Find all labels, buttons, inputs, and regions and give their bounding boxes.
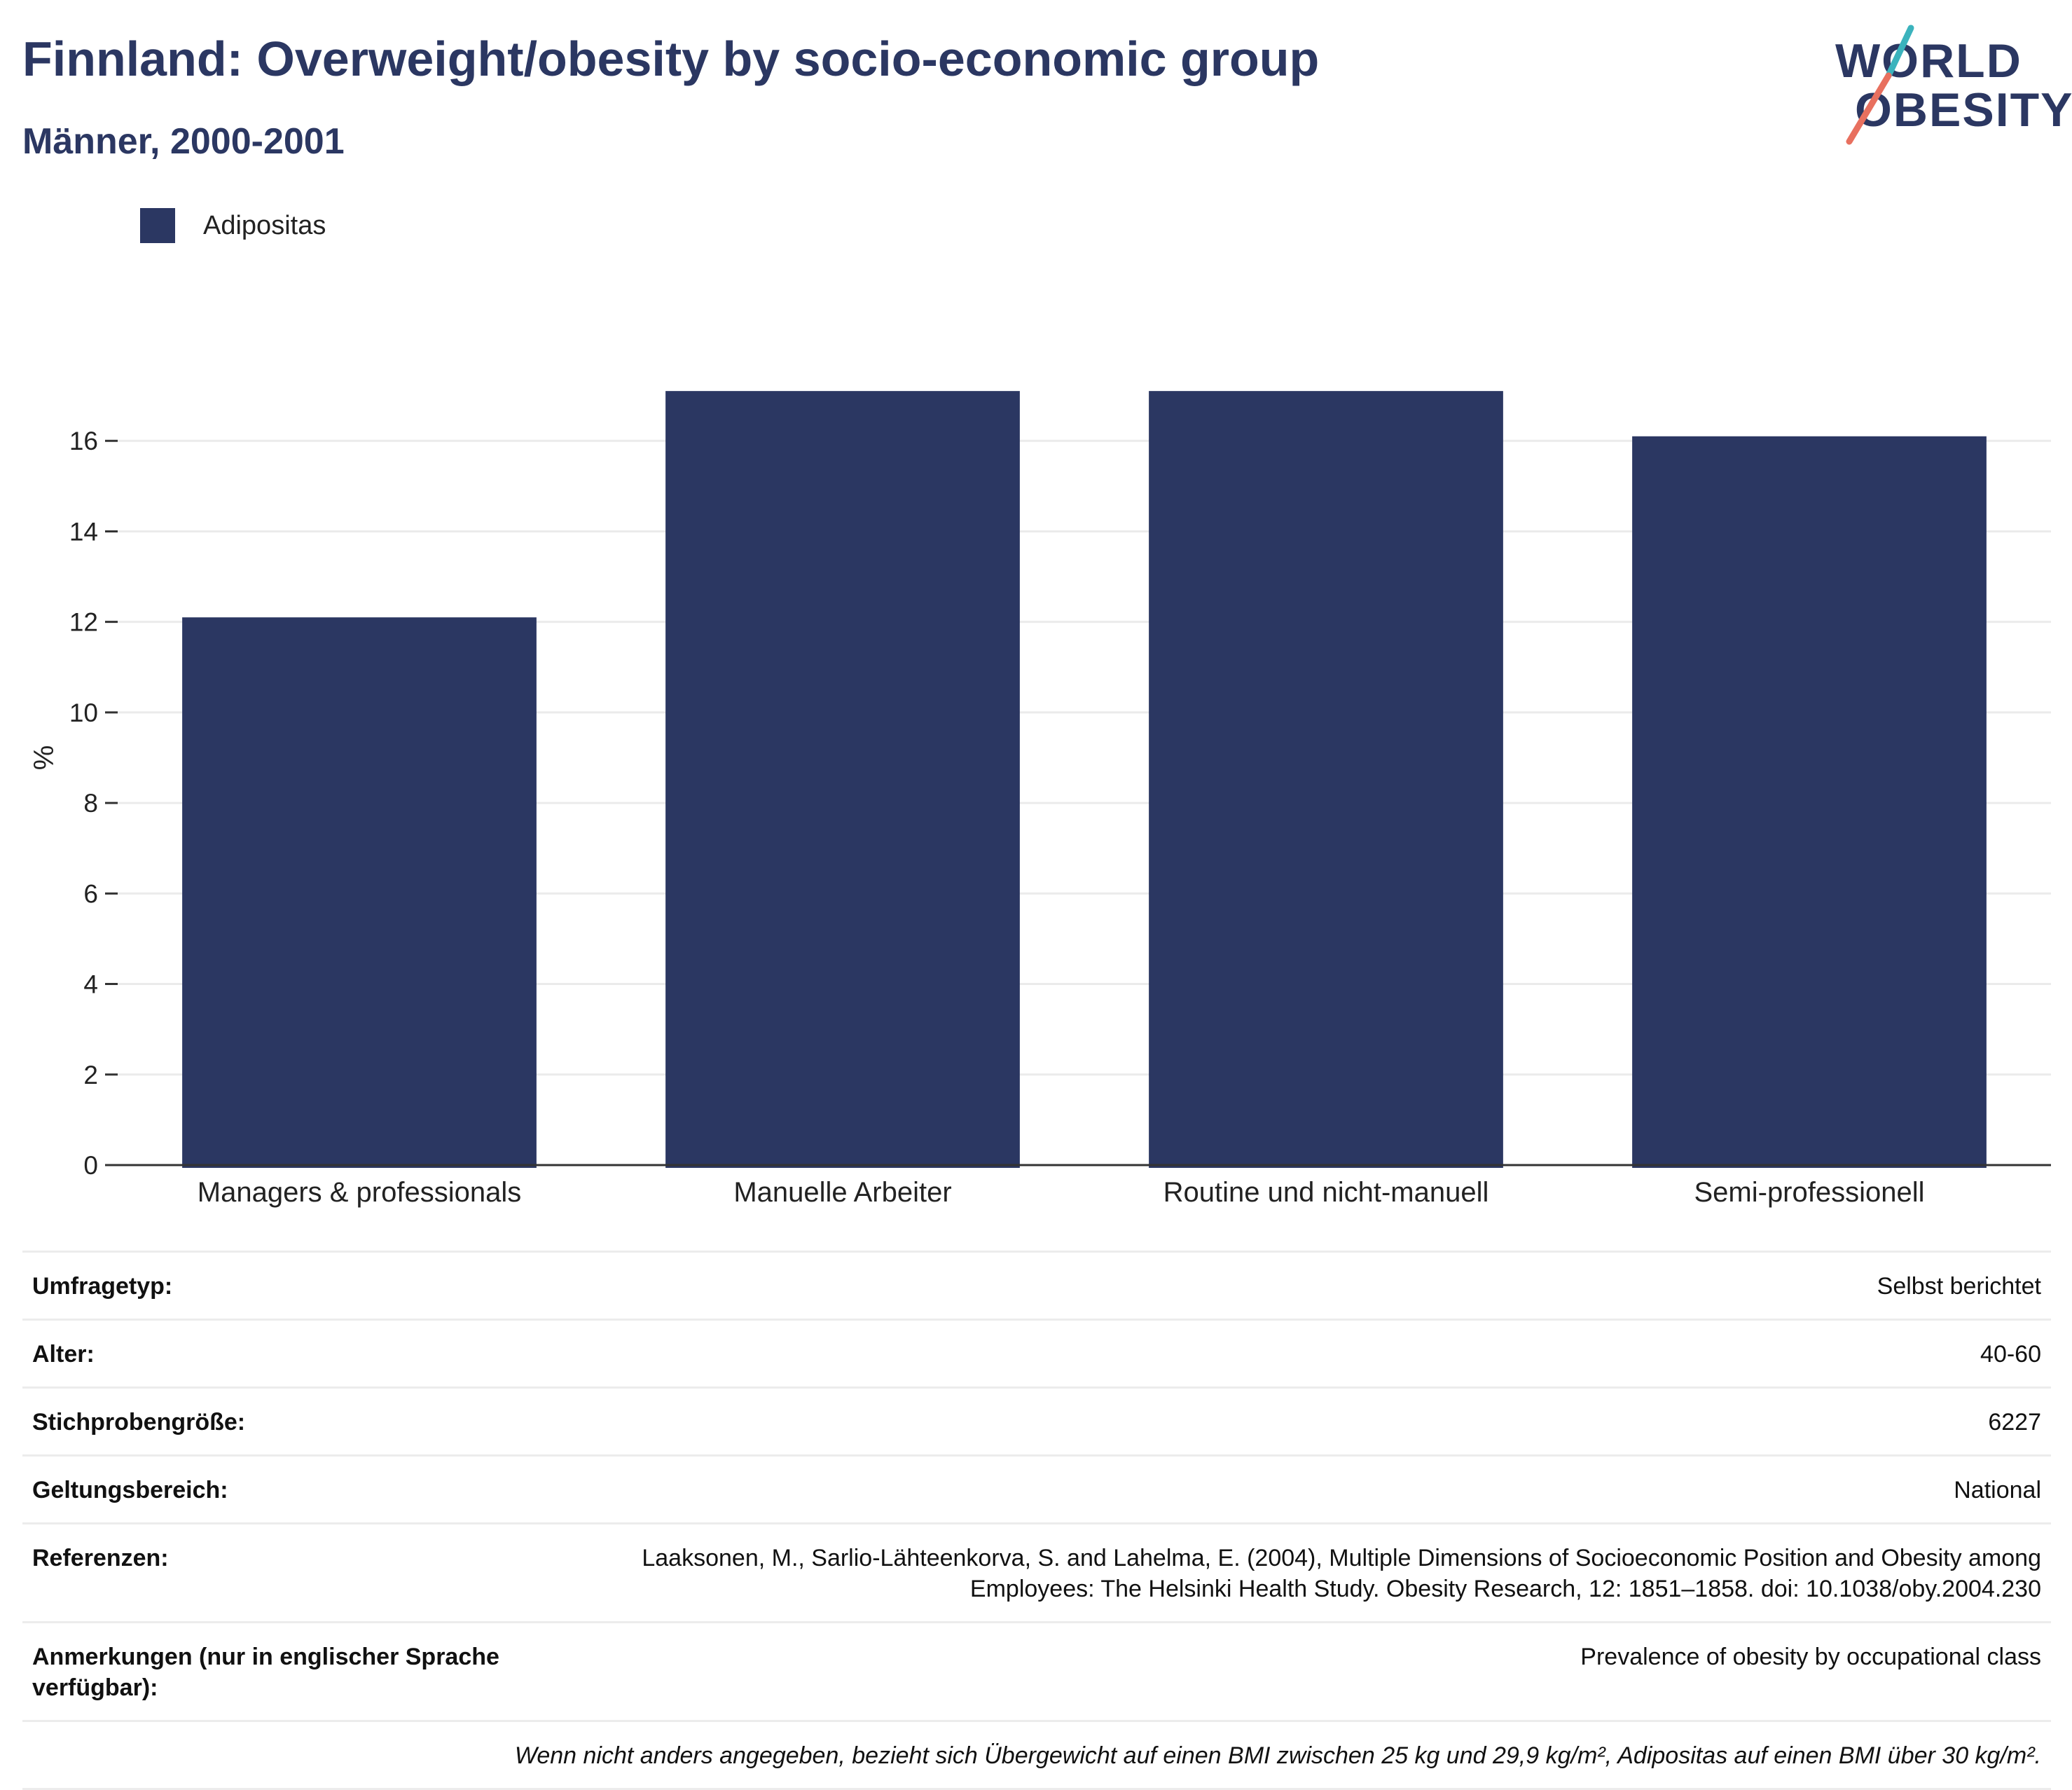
info-row-age: Alter: 40-60: [22, 1319, 2051, 1386]
legend-label: Adipositas: [203, 210, 326, 240]
y-tick-label: 2: [83, 1061, 98, 1089]
info-key: Anmerkungen (nur in englischer Sprache v…: [32, 1644, 499, 1701]
x-tick-label: Managers & professionals: [198, 1177, 521, 1208]
x-tick-label: Semi-professionell: [1694, 1177, 1924, 1208]
bar: [1632, 436, 1987, 1168]
info-row-references: Referenzen: Laaksonen, M., Sarlio-Lähtee…: [22, 1522, 2051, 1621]
info-value: National: [1954, 1477, 2041, 1503]
info-row-survey-type: Umfragetyp: Selbst berichtet: [22, 1251, 2051, 1319]
info-row-sample-size: Stichprobengröße: 6227: [22, 1386, 2051, 1454]
logo-line-1: WORLD: [1835, 34, 2022, 88]
world-obesity-logo: WORLD OBESITY: [1821, 21, 2072, 147]
info-value: Prevalence of obesity by occupational cl…: [1580, 1644, 2041, 1670]
y-tick-label: 8: [83, 789, 98, 818]
info-row-notes: Anmerkungen (nur in englischer Sprache v…: [22, 1621, 2051, 1720]
chart-legend: Adipositas: [140, 207, 326, 244]
y-tick-label: 0: [83, 1151, 98, 1180]
y-tick-label: 6: [83, 879, 98, 908]
legend-swatch: [140, 208, 175, 243]
info-value: Laaksonen, M., Sarlio-Lähteenkorva, S. a…: [642, 1545, 2041, 1602]
info-value: 40-60: [1980, 1341, 2041, 1368]
y-tick-label: 14: [69, 517, 98, 546]
bar-chart: 0 2 4 6 8 10 12 14 16% Managers & professionals Ma…: [29, 391, 2051, 1208]
x-tick-label: Routine und nicht-manuell: [1163, 1177, 1489, 1208]
y-tick-label: 12: [69, 608, 98, 637]
info-row-scope: Geltungsbereich: National: [22, 1454, 2051, 1522]
chart-subtitle: Männer, 2000-2001: [22, 121, 345, 162]
chart-title: Finnland: Overweight/obesity by socio-ec…: [22, 32, 1320, 86]
x-tick-label: Manuelle Arbeiter: [733, 1177, 951, 1208]
logo-slash-icon: [1846, 25, 1914, 145]
info-table: Umfragetyp: Selbst berichtet Alter: 40-6…: [22, 1251, 2051, 1790]
y-tick-label: 4: [83, 970, 98, 999]
info-value: Selbst berichtet: [1877, 1273, 2041, 1300]
bar: [665, 391, 1020, 1168]
info-key: Stichprobengröße:: [32, 1409, 246, 1436]
info-key: Alter:: [32, 1341, 95, 1368]
logo-line-2: OBESITY: [1855, 83, 2072, 137]
info-key: Referenzen:: [32, 1545, 169, 1571]
y-tick-label: 16: [69, 427, 98, 455]
info-value: 6227: [1988, 1409, 2041, 1436]
y-axis-label: %: [29, 745, 60, 771]
y-tick-label: 10: [69, 698, 98, 727]
footnote: Wenn nicht anders angegeben, bezieht sic…: [22, 1720, 2051, 1790]
info-key: Umfragetyp:: [32, 1273, 173, 1300]
bar: [182, 617, 537, 1168]
bar: [1149, 391, 1503, 1168]
info-key: Geltungsbereich:: [32, 1477, 228, 1503]
